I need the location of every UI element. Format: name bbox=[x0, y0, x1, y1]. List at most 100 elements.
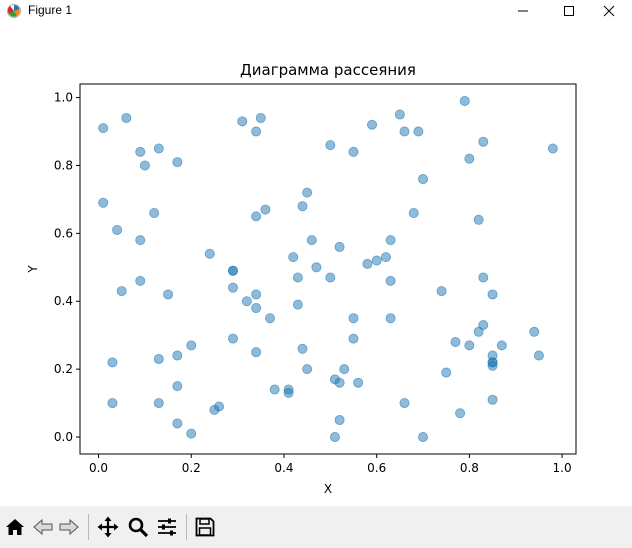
scatter-point bbox=[334, 415, 345, 426]
scatter-point bbox=[487, 394, 498, 405]
maximize-button[interactable] bbox=[546, 0, 592, 22]
x-tick-label: 0.2 bbox=[182, 461, 201, 475]
window-title: Figure 1 bbox=[28, 3, 73, 17]
scatter-point bbox=[464, 153, 475, 164]
axes-frame bbox=[79, 83, 577, 455]
scatter-point bbox=[478, 272, 489, 283]
minimize-icon bbox=[518, 10, 528, 12]
scatter-point bbox=[348, 146, 359, 157]
scatter-point bbox=[135, 235, 146, 246]
y-tick-label: 1.0 bbox=[54, 91, 73, 105]
scatter-point bbox=[325, 140, 336, 151]
navigation-toolbar bbox=[0, 506, 632, 548]
window-titlebar: Figure 1 bbox=[0, 0, 632, 23]
scatter-point bbox=[464, 340, 475, 351]
scatter-point bbox=[186, 428, 197, 439]
figure-canvas[interactable]: 0.0 0.2 0.4 0.6 0.8 1.0 0.0 0.2 0.4 0.6 0.8 1.0 Ди… bbox=[0, 22, 632, 506]
scatter-points bbox=[98, 95, 558, 443]
scatter-point bbox=[436, 286, 447, 297]
scatter-point bbox=[450, 336, 461, 347]
scatter-point bbox=[496, 340, 507, 351]
scatter-point bbox=[98, 197, 109, 208]
scatter-point bbox=[339, 364, 350, 375]
scatter-point bbox=[487, 357, 498, 368]
scatter-point bbox=[251, 211, 262, 222]
scatter-point bbox=[135, 275, 146, 286]
x-axis-ticks: 0.0 0.2 0.4 0.6 0.8 1.0 bbox=[89, 454, 572, 475]
toolbar-separator bbox=[186, 514, 187, 540]
scatter-point bbox=[112, 224, 123, 235]
forward-button[interactable] bbox=[57, 515, 81, 539]
scatter-point bbox=[473, 326, 484, 337]
scatter-point bbox=[251, 347, 262, 358]
zoom-icon bbox=[128, 517, 149, 538]
scatter-point bbox=[334, 377, 345, 388]
y-tick-label: 0.8 bbox=[54, 158, 73, 172]
scatter-point bbox=[325, 272, 336, 283]
scatter-point bbox=[418, 432, 429, 443]
scatter-point bbox=[399, 398, 410, 409]
back-icon bbox=[33, 518, 53, 536]
home-icon bbox=[6, 519, 24, 535]
scatter-point bbox=[473, 214, 484, 225]
configure-subplots-icon bbox=[158, 518, 176, 536]
scatter-point bbox=[547, 143, 558, 154]
scatter-point bbox=[385, 313, 396, 324]
scatter-point bbox=[227, 282, 238, 293]
scatter-point bbox=[297, 343, 308, 354]
save-button[interactable] bbox=[193, 515, 217, 539]
scatter-point bbox=[98, 123, 109, 134]
scatter-point bbox=[163, 289, 174, 300]
scatter-point bbox=[371, 255, 382, 266]
scatter-point bbox=[399, 126, 410, 137]
home-button[interactable] bbox=[3, 515, 27, 539]
scatter-point bbox=[153, 353, 164, 364]
scatter-point bbox=[227, 265, 238, 276]
close-button[interactable] bbox=[586, 0, 632, 22]
scatter-point bbox=[251, 126, 262, 137]
configure-subplots-button[interactable] bbox=[155, 515, 179, 539]
scatter-point bbox=[302, 187, 313, 198]
scatter-point bbox=[292, 272, 303, 283]
pan-button[interactable] bbox=[96, 515, 120, 539]
scatter-point bbox=[265, 313, 276, 324]
scatter-point bbox=[353, 377, 364, 388]
scatter-point bbox=[241, 296, 252, 307]
x-tick-label: 0.8 bbox=[460, 461, 479, 475]
scatter-point bbox=[153, 143, 164, 154]
toolbar-separator bbox=[88, 514, 89, 540]
chart-title: Диаграмма рассеяния bbox=[240, 61, 416, 79]
scatter-chart: 0.0 0.2 0.4 0.6 0.8 1.0 0.0 0.2 0.4 0.6 0.8 1.0 Ди… bbox=[26, 61, 577, 496]
scatter-point bbox=[441, 367, 452, 378]
scatter-point bbox=[172, 157, 183, 168]
scatter-point bbox=[478, 320, 489, 331]
forward-icon bbox=[59, 518, 79, 536]
scatter-point bbox=[255, 112, 266, 123]
x-tick-label: 0.0 bbox=[89, 461, 108, 475]
save-icon bbox=[195, 517, 215, 537]
matplotlib-icon bbox=[7, 4, 21, 18]
back-button[interactable] bbox=[31, 515, 55, 539]
scatter-point bbox=[214, 401, 225, 412]
scatter-point bbox=[269, 384, 280, 395]
y-tick-label: 0.4 bbox=[54, 294, 73, 308]
scatter-point bbox=[172, 350, 183, 361]
y-tick-label: 0.6 bbox=[54, 226, 73, 240]
scatter-point bbox=[288, 252, 299, 263]
scatter-point bbox=[418, 174, 429, 185]
scatter-point bbox=[121, 112, 132, 123]
scatter-point bbox=[251, 303, 262, 314]
scatter-point bbox=[139, 160, 150, 171]
x-tick-label: 0.6 bbox=[367, 461, 386, 475]
scatter-point bbox=[172, 381, 183, 392]
x-axis-label: X bbox=[324, 482, 332, 496]
scatter-point bbox=[306, 235, 317, 246]
scatter-point bbox=[329, 432, 340, 443]
scatter-point bbox=[302, 364, 313, 375]
y-tick-label: 0.0 bbox=[54, 430, 73, 444]
scatter-point bbox=[311, 262, 322, 273]
zoom-button[interactable] bbox=[126, 515, 150, 539]
pan-icon bbox=[97, 516, 119, 538]
minimize-button[interactable] bbox=[500, 0, 546, 22]
scatter-point bbox=[283, 387, 294, 398]
